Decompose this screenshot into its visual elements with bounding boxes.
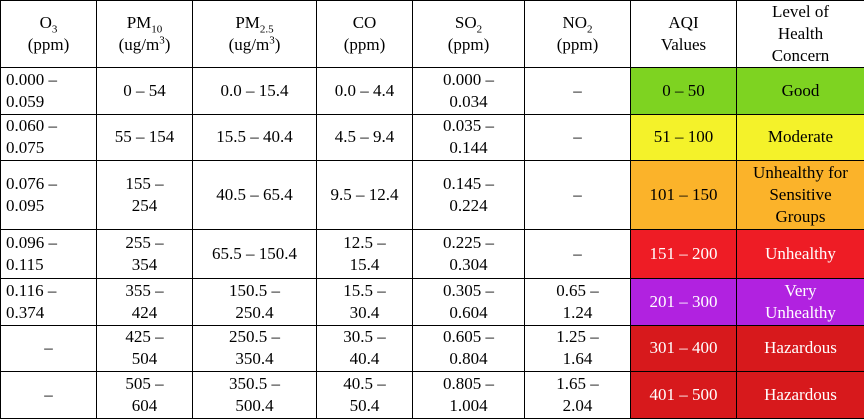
header-level-of-health-concern: Level of Health Concern — [736, 0, 864, 68]
co-cell: 30.5 – 40.4 — [316, 324, 413, 373]
table-row: 0.000 – 0.059 0 – 54 0.0 – 15.4 0.0 – 4.4 0.… — [0, 67, 864, 115]
so2-cell: 0.000 – 0.034 — [412, 67, 525, 115]
pm10-cell: 505 – 604 — [96, 371, 193, 419]
co-cell: 40.5 – 50.4 — [316, 371, 413, 419]
aqi-range-cell: 101 – 150 — [630, 160, 737, 231]
co-cell: 9.5 – 12.4 — [316, 160, 413, 231]
health-level-cell: Very Unhealthy — [736, 277, 864, 326]
o3-cell: 0.076 – 0.095 — [0, 160, 97, 231]
table-row: –425 – 504 250.5 – 350.4 30.5 – 40.4 0.605 … — [0, 324, 864, 373]
no2-cell: – — [524, 113, 631, 162]
aqi-range-cell: 301 – 400 — [630, 324, 737, 373]
header-row: O3 (ppm) PM10 (ug/m3) PM2.5 (ug/m3) CO (ppm) SO2… — [0, 0, 864, 68]
header-o3: O3 (ppm) — [0, 0, 97, 68]
no2-cell: 1.65 – 2.04 — [524, 371, 631, 419]
table-row: 0.060 – 0.075 55 – 154 15.5 – 40.4 4.5 – 9.… — [0, 113, 864, 162]
aqi-range-cell: 0 – 50 — [630, 67, 737, 115]
header-no2: NO2 (ppm) — [524, 0, 631, 68]
so2-cell: 0.305 – 0.604 — [412, 277, 525, 326]
health-level-cell: Moderate — [736, 113, 864, 162]
table-row: 0.116 – 0.374 355 – 424 150.5 – 250.4 15.5 … — [0, 277, 864, 326]
health-level-cell: Unhealthy for Sensitive Groups — [736, 160, 864, 231]
pm25-cell: 65.5 – 150.4 — [192, 229, 317, 279]
table-row: 0.096 – 0.115 255 – 354 65.5 – 150.4 12.5 –… — [0, 229, 864, 279]
aqi-range-cell: 401 – 500 — [630, 371, 737, 419]
health-level-cell: Unhealthy — [736, 229, 864, 279]
pm10-cell: 0 – 54 — [96, 67, 193, 115]
pm25-cell: 15.5 – 40.4 — [192, 113, 317, 162]
health-level-cell: Hazardous — [736, 371, 864, 419]
header-pm25: PM2.5 (ug/m3) — [192, 0, 317, 68]
pm10-cell: 425 – 504 — [96, 324, 193, 373]
no2-cell: – — [524, 160, 631, 231]
o3-cell: 0.116 – 0.374 — [0, 277, 97, 326]
o3-cell: 0.000 – 0.059 — [0, 67, 97, 115]
o3-cell: 0.096 – 0.115 — [0, 229, 97, 279]
pm25-cell: 350.5 – 500.4 — [192, 371, 317, 419]
no2-cell: 0.65 – 1.24 — [524, 277, 631, 326]
no2-cell: – — [524, 229, 631, 279]
o3-cell: – — [0, 324, 97, 373]
aqi-range-cell: 201 – 300 — [630, 277, 737, 326]
health-level-cell: Hazardous — [736, 324, 864, 373]
header-co: CO (ppm) — [316, 0, 413, 68]
co-cell: 4.5 – 9.4 — [316, 113, 413, 162]
co-cell: 15.5 – 30.4 — [316, 277, 413, 326]
aqi-range-cell: 151 – 200 — [630, 229, 737, 279]
co-cell: 0.0 – 4.4 — [316, 67, 413, 115]
pm10-cell: 255 – 354 — [96, 229, 193, 279]
so2-cell: 0.805 – 1.004 — [412, 371, 525, 419]
header-pm10: PM10 (ug/m3) — [96, 0, 193, 68]
pm25-cell: 250.5 – 350.4 — [192, 324, 317, 373]
table-body: 0.000 – 0.059 0 – 54 0.0 – 15.4 0.0 – 4.4 0.… — [0, 67, 864, 419]
pm10-cell: 355 – 424 — [96, 277, 193, 326]
aqi-range-cell: 51 – 100 — [630, 113, 737, 162]
o3-cell: 0.060 – 0.075 — [0, 113, 97, 162]
so2-cell: 0.145 – 0.224 — [412, 160, 525, 231]
o3-cell: – — [0, 371, 97, 419]
health-level-cell: Good — [736, 67, 864, 115]
so2-cell: 0.225 – 0.304 — [412, 229, 525, 279]
header-aqi-values: AQI Values — [630, 0, 737, 68]
table-row: 0.076 – 0.095 155 – 254 40.5 – 65.4 9.5 – 1… — [0, 160, 864, 231]
no2-cell: 1.25 – 1.64 — [524, 324, 631, 373]
pm10-cell: 155 – 254 — [96, 160, 193, 231]
pm25-cell: 150.5 – 250.4 — [192, 277, 317, 326]
pm10-cell: 55 – 154 — [96, 113, 193, 162]
so2-cell: 0.035 – 0.144 — [412, 113, 525, 162]
so2-cell: 0.605 – 0.804 — [412, 324, 525, 373]
header-so2: SO2 (ppm) — [412, 0, 525, 68]
pm25-cell: 0.0 – 15.4 — [192, 67, 317, 115]
pm25-cell: 40.5 – 65.4 — [192, 160, 317, 231]
no2-cell: – — [524, 67, 631, 115]
table-row: –505 – 604 350.5 – 500.4 40.5 – 50.4 0.805 … — [0, 371, 864, 419]
co-cell: 12.5 – 15.4 — [316, 229, 413, 279]
